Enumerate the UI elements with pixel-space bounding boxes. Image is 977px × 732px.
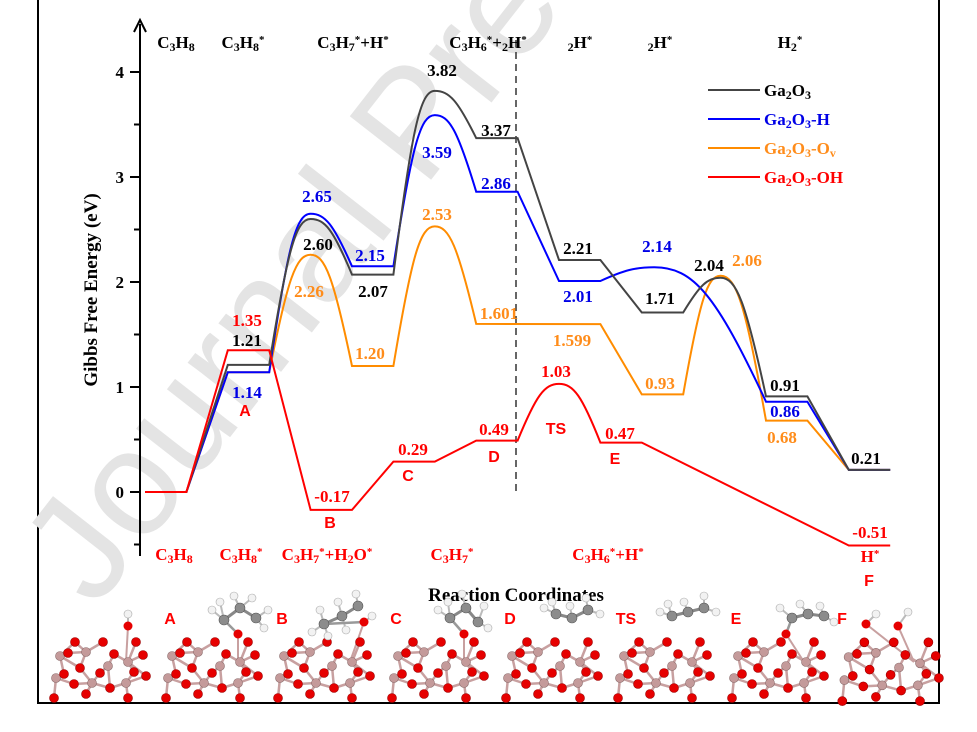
top-state-label: C3H8* (221, 33, 265, 54)
value-label-orange: 1.601 (480, 304, 518, 323)
legend-label-blue: Ga2O3-H (764, 110, 830, 131)
value-label-red: 0.49 (479, 420, 509, 439)
y-tick-label: 1 (116, 378, 125, 397)
value-label-blue: 2.15 (355, 246, 385, 265)
value-label-orange: 1.599 (553, 331, 591, 350)
y-tick-label: 2 (116, 273, 125, 292)
value-label-blue: 2.65 (302, 187, 332, 206)
series-line-blue (145, 114, 891, 493)
value-label-red: 0.47 (605, 424, 635, 443)
value-label-blue: 3.59 (422, 143, 452, 162)
value-label-black: 3.82 (427, 61, 457, 80)
intermediate-letter: F (864, 573, 874, 590)
structure-F (837, 607, 944, 706)
value-label-blue: 0.86 (770, 402, 800, 421)
structure-panel-label: B (276, 611, 288, 628)
y-tick-label: 3 (116, 168, 125, 187)
value-label-red: -0.51 (852, 523, 887, 542)
watermark: Journal Pre-proof (0, 0, 834, 630)
legend-label-black: Ga2O3 (764, 81, 811, 102)
value-label-blue: 2.86 (481, 174, 511, 193)
legend-label-red: Ga2O3-OH (764, 168, 843, 189)
axes: 0 1 2 3 4 (116, 17, 147, 556)
series-line-orange (145, 225, 891, 493)
structure-panel-label: A (164, 611, 176, 628)
series-layer (145, 89, 891, 547)
intermediate-letter: TS (546, 421, 567, 438)
value-label-black: 1.21 (232, 331, 262, 350)
value-label-blue: 1.14 (232, 383, 262, 402)
value-label-orange: 2.06 (732, 251, 762, 270)
structure-A (161, 591, 273, 703)
structure-panels: A B C D TS E F (49, 589, 944, 706)
value-label-red: 1.35 (232, 311, 262, 330)
structure-C (387, 589, 493, 703)
value-labels: 1.21 2.60 2.07 3.82 3.37 2.21 1.71 2.04 0.91 0.21… (232, 61, 888, 542)
structure-E (727, 599, 839, 703)
bottom-state-label: H* (861, 547, 880, 566)
value-label-orange: 2.53 (422, 205, 452, 224)
y-axis-arrow-icon (133, 17, 147, 33)
value-label-blue: 2.01 (563, 287, 593, 306)
intermediate-letter: A (239, 403, 251, 420)
value-label-black: 3.37 (481, 121, 511, 140)
structure-panel-label: TS (616, 611, 637, 628)
value-label-blue: 2.14 (642, 237, 672, 256)
structure-D (501, 593, 605, 703)
y-tick-label: 4 (116, 63, 125, 82)
structure-panel-label: D (504, 611, 516, 628)
series-line-red (145, 349, 891, 547)
value-label-black: 0.21 (851, 449, 881, 468)
structure-panel-label: F (837, 611, 847, 628)
value-label-orange: 1.20 (355, 344, 385, 363)
top-state-label: H2* (778, 33, 803, 54)
value-label-black: 1.71 (645, 289, 675, 308)
top-state-label: C3H8 (157, 33, 195, 54)
figure-frame (37, 0, 940, 704)
value-label-black: 2.21 (563, 239, 593, 258)
value-label-black: 2.07 (358, 282, 388, 301)
value-label-red: -0.17 (314, 487, 350, 506)
bottom-state-label: C3H7* (430, 545, 474, 566)
legend-label-orange: Ga2O3-Ov (764, 139, 836, 160)
value-label-red: 1.03 (541, 362, 571, 381)
x-axis-title: Reaction Coordinates (428, 585, 604, 606)
structure-TS (613, 591, 721, 703)
structure-B (273, 589, 377, 703)
top-state-label: C3H6*+2H* (449, 33, 527, 54)
structure-panel-label: C (390, 611, 402, 628)
top-state-label: 2H* (568, 33, 593, 54)
state-labels: C3H8 C3H8* C3H7*+H* C3H6*+2H* 2H* 2H* H2* C3H8 C… (155, 33, 880, 590)
legend: Ga2O3 Ga2O3-H Ga2O3-Ov Ga2O3-OH (708, 81, 843, 189)
intermediate-letter: B (324, 515, 336, 532)
value-label-black: 0.91 (770, 376, 800, 395)
structure-initial (49, 609, 151, 703)
bottom-state-label: C3H7*+H2O* (282, 545, 373, 566)
top-state-label: C3H7*+H* (317, 33, 389, 54)
bottom-state-label: C3H6*+H* (572, 545, 644, 566)
structure-panel-label: E (731, 611, 742, 628)
intermediate-letter: C (402, 468, 414, 485)
value-label-orange: 0.93 (645, 374, 675, 393)
value-label-black: 2.04 (694, 256, 724, 275)
value-label-red: 0.29 (398, 440, 428, 459)
bottom-state-label: C3H8 (155, 545, 193, 566)
value-label-black: 2.60 (303, 235, 333, 254)
y-tick-label: 0 (116, 483, 125, 502)
value-label-orange: 0.68 (767, 428, 797, 447)
value-label-orange: 2.26 (294, 282, 324, 301)
top-state-label: 2H* (648, 33, 673, 54)
series-line-black (145, 89, 891, 493)
y-axis-title: Gibbs Free Energy (eV) (81, 193, 102, 386)
intermediate-letter: D (488, 449, 500, 466)
intermediate-letter: E (610, 451, 621, 468)
bottom-state-label: C3H8* (219, 545, 263, 566)
